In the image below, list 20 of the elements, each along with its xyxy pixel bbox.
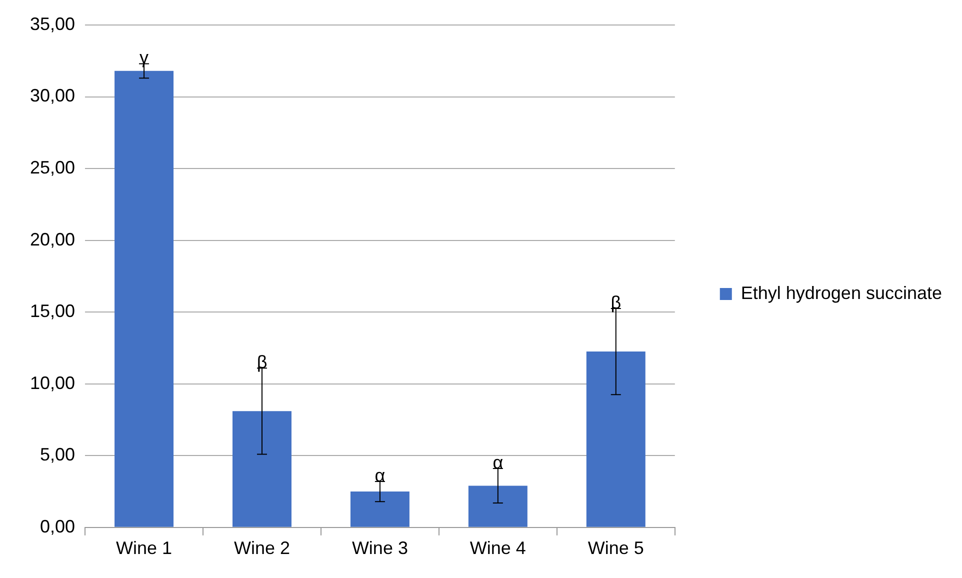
x-tick-label: Wine 1 <box>116 538 172 558</box>
bar <box>350 492 410 527</box>
y-tick-label: 5,00 <box>40 444 76 465</box>
y-tick-label: 15,00 <box>30 301 76 322</box>
y-tick-label: 35,00 <box>30 14 76 34</box>
x-tick-label: Wine 4 <box>470 538 526 558</box>
annotation: β <box>256 352 268 372</box>
y-tick-label: 30,00 <box>30 86 76 106</box>
x-tick-label: Wine 5 <box>588 538 644 558</box>
y-tick-label: 10,00 <box>30 372 76 393</box>
x-tick-label: Wine 3 <box>352 538 408 558</box>
y-tick-label: 0,00 <box>40 516 76 536</box>
bar <box>114 70 174 527</box>
bar <box>468 486 528 527</box>
y-tick-label: 25,00 <box>30 158 76 178</box>
legend-label: Ethyl hydrogen succinate <box>740 282 942 303</box>
bar <box>586 352 646 527</box>
bar <box>232 411 292 527</box>
y-tick-label: 20,00 <box>30 229 76 250</box>
x-tick-label: Wine 2 <box>234 538 290 558</box>
